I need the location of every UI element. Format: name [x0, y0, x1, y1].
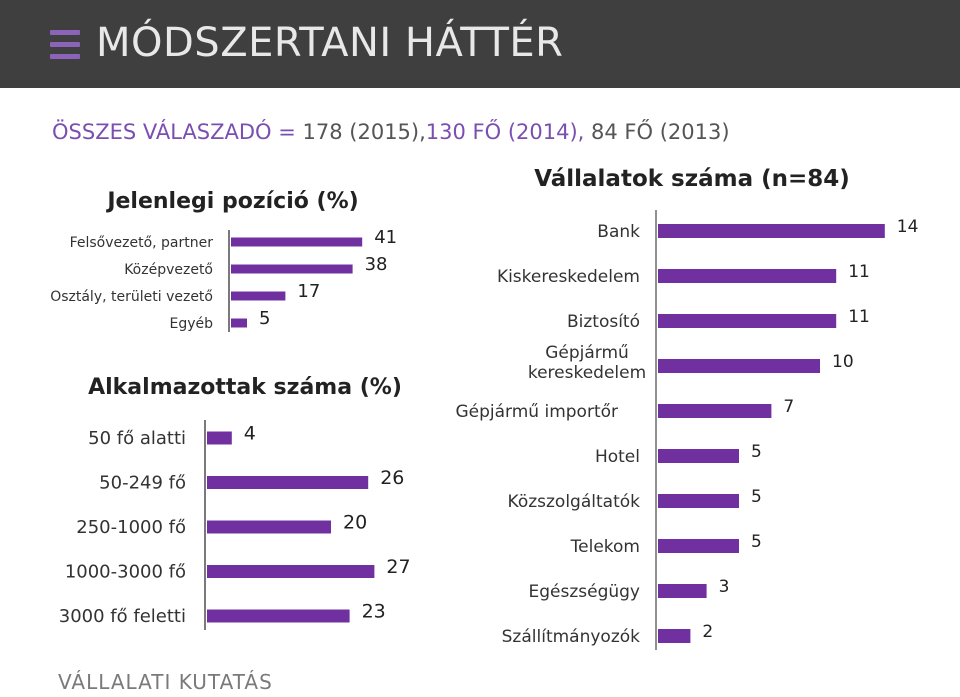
- chart1-bar: [231, 291, 286, 301]
- chart3-bar: [658, 269, 837, 283]
- chart2-category-label: 1000-3000 fő: [65, 562, 186, 583]
- chart2-value-label: 23: [362, 601, 386, 623]
- chart1-category-label: Középvezető: [124, 262, 213, 278]
- chart1-title: Jelenlegi pozíció (%): [105, 189, 358, 214]
- chart3-value-label: 10: [832, 352, 854, 372]
- chart3-category-label: Kiskereskedelem: [497, 267, 640, 287]
- chart3-bar: [658, 629, 691, 643]
- chart3-category-label: Gépjármű: [545, 343, 629, 363]
- chart2-category-label: 50-249 fő: [99, 473, 186, 494]
- menu-icon: [50, 28, 80, 62]
- chart1-bar: [231, 237, 363, 247]
- chart3-value-label: 7: [783, 397, 794, 417]
- chart3-category-label: Hotel: [595, 447, 640, 467]
- subtitle-part2: 178 (2015),: [302, 120, 426, 144]
- chart3-bar: [658, 224, 885, 238]
- chart3-value-label: 3: [719, 577, 730, 597]
- chart3-value-label: 11: [848, 262, 870, 282]
- chart3-bar: [658, 359, 820, 373]
- chart3-bar: [658, 449, 739, 463]
- chart3-category-label: Közszolgáltatók: [508, 492, 641, 512]
- chart3-value-label: 2: [702, 622, 713, 642]
- chart2-value-label: 20: [343, 512, 367, 534]
- chart3-bar: [658, 539, 739, 553]
- chart3-bar: [658, 314, 837, 328]
- chart1-category-label: Egyéb: [169, 316, 213, 332]
- chart1-value-label: 17: [297, 281, 320, 302]
- chart1-category-label: Osztály, területi vezető: [50, 289, 213, 305]
- chart2-bar: [207, 565, 375, 578]
- chart2-category-label: 50 fő alatti: [88, 428, 186, 449]
- chart2-category-label: 3000 fő feletti: [59, 606, 186, 627]
- chart2-category-label: 250-1000 fő: [76, 517, 186, 538]
- chart1-bar: [231, 318, 247, 328]
- chart3-bar: [658, 584, 707, 598]
- chart3-bar: [658, 404, 772, 418]
- header-bar: MÓDSZERTANI HÁTTÉR: [0, 0, 960, 88]
- chart3-value-label: 5: [751, 487, 762, 507]
- chart2-bar: [207, 520, 331, 534]
- subtitle-part1: ÖSSZES VÁLASZADÓ =: [52, 120, 303, 144]
- chart3-bar: [658, 494, 739, 508]
- chart3-title: Vállalatok száma (n=84): [534, 166, 850, 192]
- page-title: MÓDSZERTANI HÁTTÉR: [96, 20, 564, 66]
- chart3-value-label: 14: [897, 217, 919, 237]
- chart2-bar: [207, 476, 369, 489]
- chart3-value-label: 11: [848, 307, 870, 327]
- chart3-value-label: 5: [751, 442, 762, 462]
- chart3-category-label: Biztosító: [567, 312, 640, 332]
- chart2-value-label: 4: [244, 423, 256, 445]
- chart2-value-label: 27: [386, 556, 410, 578]
- chart2-bar: [207, 431, 232, 445]
- chart3-category-label: Gépjármű importőr: [455, 402, 618, 422]
- chart3-category-label: kereskedelem: [528, 363, 646, 383]
- chart1-value-label: 5: [259, 308, 270, 329]
- chart2-value-label: 26: [380, 467, 404, 489]
- chart3-value-label: 5: [751, 532, 762, 552]
- chart3-category-label: Telekom: [570, 537, 640, 557]
- footer-text: VÁLLALATI KUTATÁS: [58, 670, 273, 694]
- chart3-category-label: Bank: [597, 222, 640, 242]
- chart2-bar: [207, 609, 350, 623]
- chart1-value-label: 38: [365, 254, 388, 275]
- chart3-category-label: Egészségügy: [528, 582, 640, 602]
- chart1-value-label: 41: [374, 227, 397, 248]
- chart3-category-label: Szállítmányozók: [502, 627, 641, 647]
- chart1-category-label: Felsővezető, partner: [70, 235, 214, 251]
- chart2-title: Alkalmazottak száma (%): [88, 375, 402, 400]
- subtitle-part4: 84 FŐ (2013): [591, 120, 730, 144]
- subtitle-part3: 130 FŐ (2014),: [425, 120, 592, 144]
- chart1-bar: [231, 264, 353, 274]
- respondents-summary: ÖSSZES VÁLASZADÓ = 178 (2015),130 FŐ (20…: [52, 120, 730, 144]
